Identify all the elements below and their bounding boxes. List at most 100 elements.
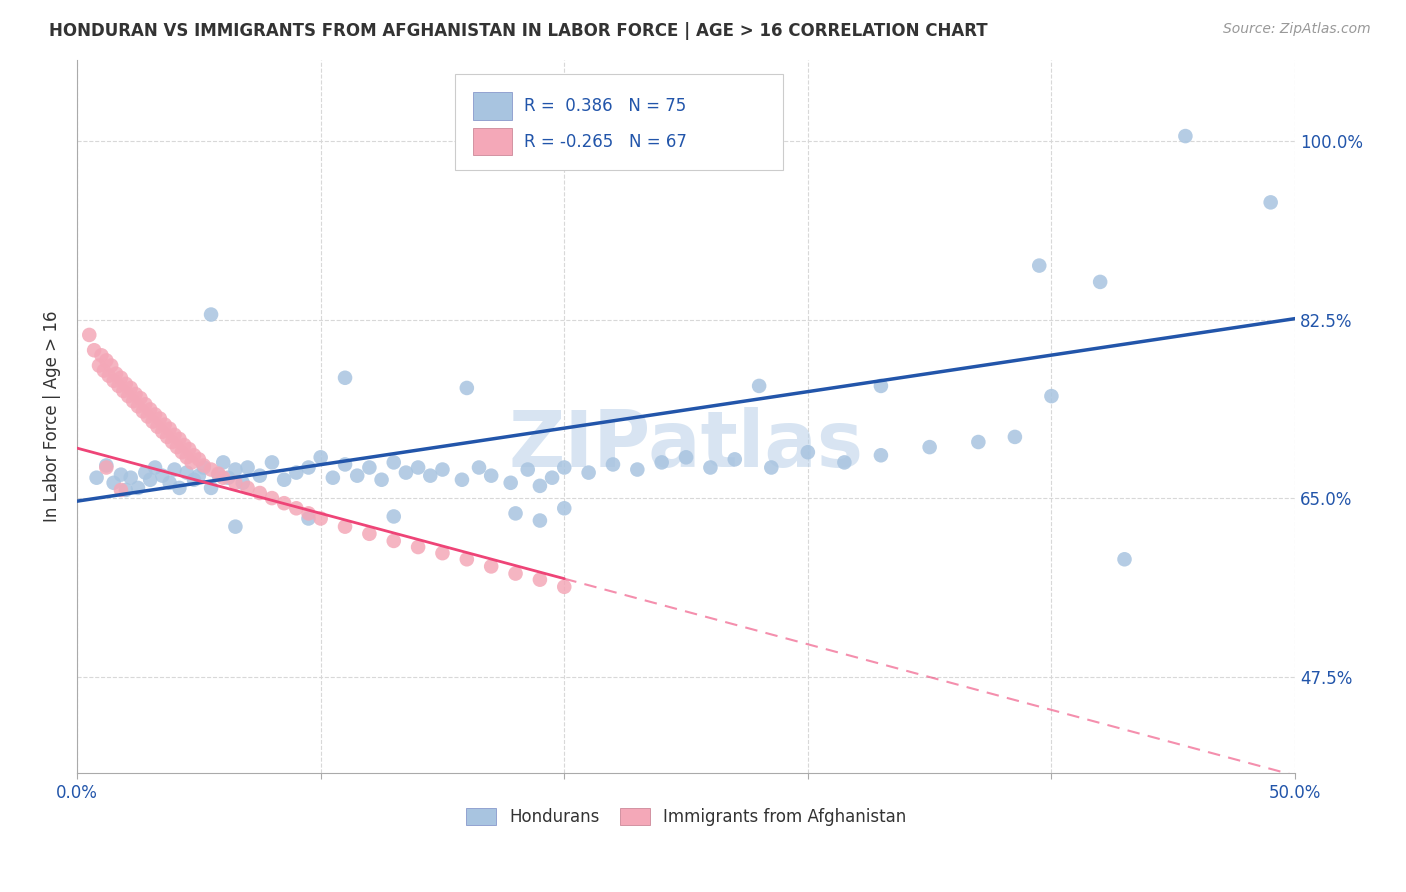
Point xyxy=(200,462,222,476)
Point xyxy=(180,455,202,469)
Point xyxy=(86,471,108,485)
Point xyxy=(432,462,454,476)
Point xyxy=(419,468,441,483)
Point xyxy=(224,462,246,476)
Point xyxy=(166,440,188,454)
Point xyxy=(139,473,162,487)
Point xyxy=(146,419,169,434)
Point xyxy=(207,467,229,482)
Point xyxy=(103,374,125,388)
Text: ZIPatlas: ZIPatlas xyxy=(509,407,863,483)
Point xyxy=(451,473,474,487)
Point xyxy=(602,458,624,472)
Point xyxy=(724,452,747,467)
Point xyxy=(273,473,295,487)
Point xyxy=(143,460,166,475)
Point xyxy=(224,475,246,490)
Text: R = -0.265   N = 67: R = -0.265 N = 67 xyxy=(524,133,688,151)
Point xyxy=(232,475,254,490)
Point xyxy=(163,462,186,476)
Point xyxy=(176,466,198,480)
Point xyxy=(127,481,149,495)
Point xyxy=(479,468,502,483)
Point xyxy=(541,471,564,485)
Point xyxy=(382,533,405,548)
Point xyxy=(169,481,191,495)
Point xyxy=(651,455,673,469)
Point xyxy=(699,460,721,475)
Point xyxy=(142,415,165,429)
FancyBboxPatch shape xyxy=(454,74,783,170)
Point xyxy=(112,384,135,398)
Point xyxy=(136,409,159,424)
Point xyxy=(797,445,820,459)
Point xyxy=(870,379,893,393)
Point xyxy=(100,359,122,373)
Point xyxy=(200,481,222,495)
Point xyxy=(333,371,356,385)
Point xyxy=(156,430,179,444)
Point xyxy=(333,458,356,472)
Point xyxy=(1040,389,1063,403)
Point xyxy=(200,308,222,322)
Point xyxy=(626,462,648,476)
Point xyxy=(236,481,259,495)
Point xyxy=(127,400,149,414)
Point xyxy=(120,471,142,485)
Point xyxy=(187,468,209,483)
Point xyxy=(309,511,332,525)
Point xyxy=(1028,259,1050,273)
Point xyxy=(149,411,172,425)
Point xyxy=(432,546,454,560)
Point xyxy=(134,466,156,480)
Point xyxy=(382,455,405,469)
Point xyxy=(132,404,155,418)
Point xyxy=(110,371,132,385)
Point xyxy=(285,466,308,480)
Point xyxy=(193,460,215,475)
Point xyxy=(139,402,162,417)
Point xyxy=(114,483,136,497)
Point xyxy=(406,540,429,554)
Point xyxy=(236,460,259,475)
Point xyxy=(150,468,173,483)
Point xyxy=(249,486,271,500)
Point xyxy=(124,387,146,401)
Point xyxy=(553,501,575,516)
Point xyxy=(183,473,205,487)
Point xyxy=(578,466,600,480)
Point xyxy=(117,389,139,403)
Point xyxy=(90,348,112,362)
Point xyxy=(761,460,783,475)
Point xyxy=(97,368,120,383)
Point xyxy=(103,475,125,490)
Point xyxy=(505,566,527,581)
Point xyxy=(675,450,697,465)
Point xyxy=(77,327,100,342)
Point xyxy=(150,425,173,439)
Point xyxy=(406,460,429,475)
Point xyxy=(159,422,181,436)
Point xyxy=(359,526,381,541)
Point xyxy=(456,381,478,395)
Point xyxy=(105,367,128,381)
Point xyxy=(1004,430,1026,444)
Point xyxy=(179,442,201,457)
Point xyxy=(176,450,198,465)
Point xyxy=(159,475,181,490)
Point xyxy=(297,460,319,475)
Point xyxy=(83,343,105,358)
Y-axis label: In Labor Force | Age > 16: In Labor Force | Age > 16 xyxy=(44,310,60,522)
Point xyxy=(163,428,186,442)
Point xyxy=(160,435,183,450)
Point xyxy=(1088,275,1111,289)
Point xyxy=(96,458,118,473)
Point xyxy=(529,573,551,587)
Point xyxy=(87,359,110,373)
Text: HONDURAN VS IMMIGRANTS FROM AFGHANISTAN IN LABOR FORCE | AGE > 16 CORRELATION CH: HONDURAN VS IMMIGRANTS FROM AFGHANISTAN … xyxy=(49,22,988,40)
Point xyxy=(273,496,295,510)
Text: Source: ZipAtlas.com: Source: ZipAtlas.com xyxy=(1223,22,1371,37)
Point xyxy=(499,475,522,490)
Point xyxy=(285,501,308,516)
Point xyxy=(456,552,478,566)
